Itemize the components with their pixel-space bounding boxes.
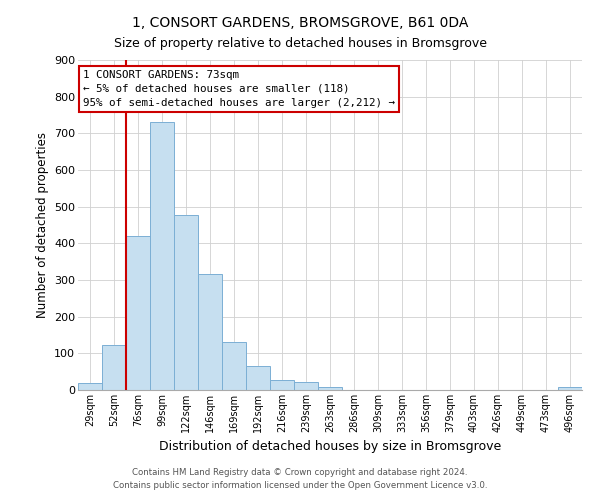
Bar bbox=[150, 122, 174, 390]
Bar bbox=[174, 214, 198, 390]
Text: 1, CONSORT GARDENS, BROMSGROVE, B61 0DA: 1, CONSORT GARDENS, BROMSGROVE, B61 0DA bbox=[132, 16, 468, 30]
Bar bbox=[318, 387, 342, 390]
Text: Contains HM Land Registry data © Crown copyright and database right 2024.
Contai: Contains HM Land Registry data © Crown c… bbox=[113, 468, 487, 490]
Bar bbox=[222, 342, 246, 390]
Bar bbox=[78, 382, 102, 390]
Text: Size of property relative to detached houses in Bromsgrove: Size of property relative to detached ho… bbox=[113, 37, 487, 50]
Bar bbox=[270, 380, 294, 390]
Bar bbox=[126, 236, 150, 390]
Bar bbox=[198, 274, 222, 390]
Y-axis label: Number of detached properties: Number of detached properties bbox=[35, 132, 49, 318]
Bar bbox=[102, 346, 126, 390]
Bar bbox=[294, 382, 318, 390]
X-axis label: Distribution of detached houses by size in Bromsgrove: Distribution of detached houses by size … bbox=[159, 440, 501, 454]
Bar bbox=[246, 366, 270, 390]
Text: 1 CONSORT GARDENS: 73sqm
← 5% of detached houses are smaller (118)
95% of semi-d: 1 CONSORT GARDENS: 73sqm ← 5% of detache… bbox=[83, 70, 395, 108]
Bar bbox=[558, 387, 582, 390]
